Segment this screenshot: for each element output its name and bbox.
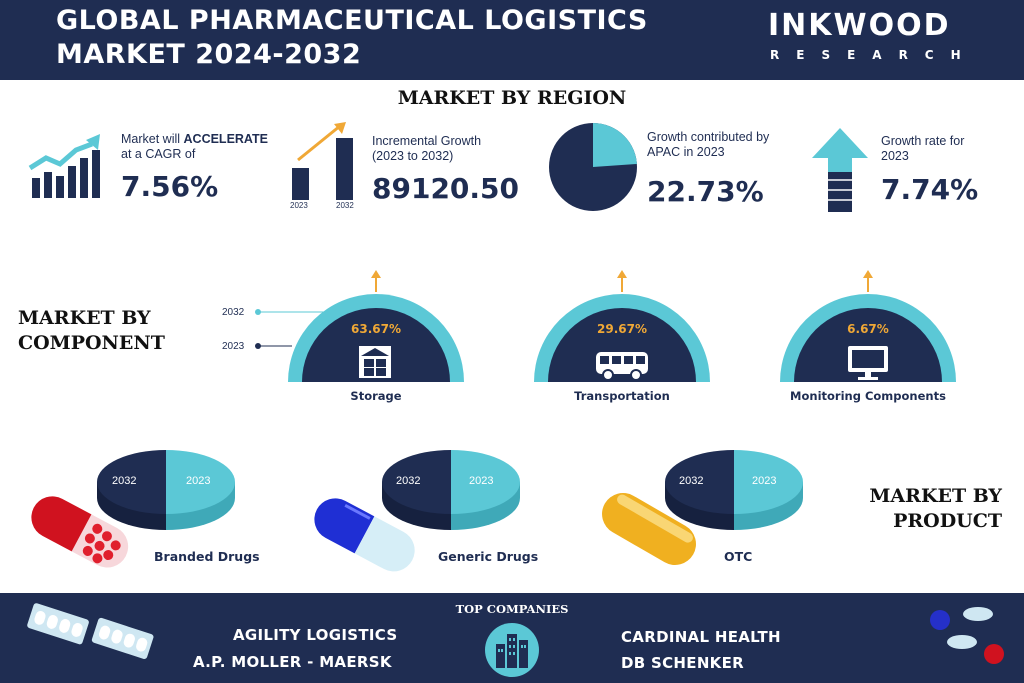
blue-capsule-icon (314, 498, 415, 572)
stat-incremental-value: 89120.50 (372, 172, 520, 205)
stat-apac-text: Growth contributed by APAC in 2023 (647, 130, 770, 159)
page-title: GLOBAL PHARMACEUTICAL LOGISTICS MARKET 2… (56, 4, 648, 72)
pie-generic-2023: 2023 (469, 475, 494, 487)
product-branded-label: Branded Drugs (154, 549, 260, 564)
pie-icon (549, 123, 637, 211)
legend-2023: 2023 (222, 341, 245, 352)
stat-cagr-text: Market will ACCELERATE at a CAGR of (121, 132, 269, 161)
product-pie-generic (382, 450, 520, 530)
gauge-storage (288, 270, 464, 382)
legend-2032: 2032 (222, 307, 245, 318)
product-pie-branded (97, 450, 235, 530)
company-maersk: A.P. MOLLER - MAERSK (193, 653, 392, 671)
pie-branded-2032: 2032 (112, 475, 137, 487)
up-arrow-icon (812, 128, 868, 212)
region-heading: MARKET BY REGION (397, 87, 627, 109)
component-heading: MARKET BY COMPONENT (18, 307, 165, 354)
gauge-storage-pct: 63.67% (351, 322, 401, 336)
yellow-capsule-icon (602, 493, 696, 565)
brand-subtitle: RESEARCH (770, 48, 978, 62)
company-cardinal: CARDINAL HEALTH (621, 628, 781, 646)
header-bar (0, 0, 1024, 80)
pie-otc-2023: 2023 (752, 475, 777, 487)
gauge-monitoring (780, 270, 956, 382)
component-legend-lines (255, 309, 328, 349)
gauge-monitoring-label: Monitoring Components (790, 389, 946, 403)
growth-bars-icon (28, 134, 100, 198)
stat-rate-value: 7.74% (881, 173, 979, 206)
buildings-icon (485, 623, 539, 677)
gauge-transportation-pct: 29.67% (597, 322, 647, 336)
warehouse-icon (359, 346, 391, 378)
pie-branded-2023: 2023 (186, 475, 211, 487)
title-line-2: MARKET 2024-2032 (56, 39, 362, 70)
stat-rate-text: Growth rate for 2023 (881, 134, 965, 163)
product-generic-label: Generic Drugs (438, 549, 539, 564)
product-otc-label: OTC (724, 549, 753, 564)
company-schenker: DB SCHENKER (621, 654, 744, 672)
pie-generic-2032: 2032 (396, 475, 421, 487)
pills-icon (930, 607, 1004, 664)
monitor-icon (848, 346, 888, 380)
gauge-storage-label: Storage (350, 389, 402, 403)
bar-label-2023: 2023 (290, 201, 308, 210)
bus-icon (596, 352, 648, 381)
blister-pack-icon (27, 603, 154, 659)
gauge-monitoring-pct: 6.67% (847, 322, 889, 336)
bar-label-2032: 2032 (336, 201, 354, 210)
bar-comparison-icon (292, 122, 353, 200)
pie-otc-2032: 2032 (679, 475, 704, 487)
stat-incremental-text: Incremental Growth (2023 to 2032) (372, 134, 482, 163)
red-capsule-icon (31, 496, 129, 568)
gauge-transportation (534, 270, 710, 382)
title-line-1: GLOBAL PHARMACEUTICAL LOGISTICS (56, 5, 648, 36)
top-companies-heading: TOP COMPANIES (455, 602, 569, 616)
product-heading: MARKET BY PRODUCT (869, 485, 1002, 532)
stat-apac-value: 22.73% (647, 175, 764, 208)
company-agility: AGILITY LOGISTICS (233, 626, 398, 644)
gauge-transportation-label: Transportation (574, 389, 670, 403)
brand-logo: INKWOOD (768, 8, 951, 43)
stat-cagr-bold: ACCELERATE (183, 132, 269, 146)
product-pie-otc (665, 450, 803, 530)
stat-cagr-value: 7.56% (121, 170, 219, 203)
